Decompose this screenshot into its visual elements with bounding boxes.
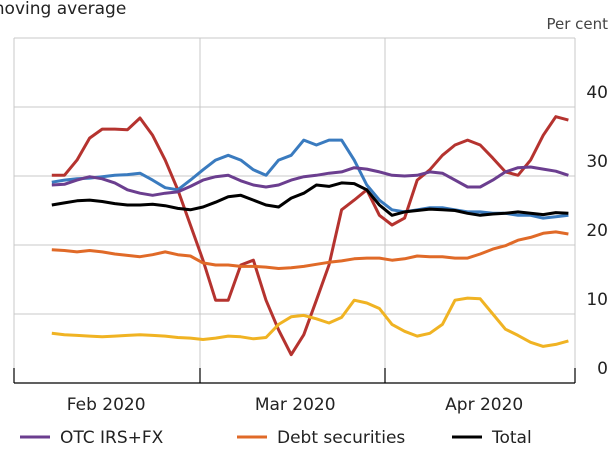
- y-tick-label: 10: [586, 290, 608, 310]
- subtitle: moving average: [0, 0, 126, 19]
- y-tick-label: 0: [597, 359, 608, 379]
- plot-frame: [13, 37, 576, 383]
- series-line: [51, 181, 569, 217]
- legend-label: Debt securities: [277, 428, 405, 448]
- x-tick-label: Mar 2020: [255, 395, 336, 415]
- series-line: [51, 165, 569, 197]
- legend-label: Total: [491, 428, 532, 448]
- series-line: [51, 296, 569, 348]
- series-line: [51, 138, 569, 220]
- y-tick-label: 30: [586, 152, 608, 172]
- y-tick-label: 40: [586, 83, 608, 103]
- x-axis: [13, 368, 576, 384]
- series-line: [51, 115, 569, 357]
- x-tick-label: Feb 2020: [67, 395, 146, 415]
- y-axis-label: Per cent: [546, 15, 608, 33]
- y-tick-label: 20: [586, 221, 608, 241]
- x-tick-label: Apr 2020: [445, 395, 523, 415]
- legend-label: OTC IRS+FX: [60, 428, 164, 448]
- series-line: [51, 230, 569, 270]
